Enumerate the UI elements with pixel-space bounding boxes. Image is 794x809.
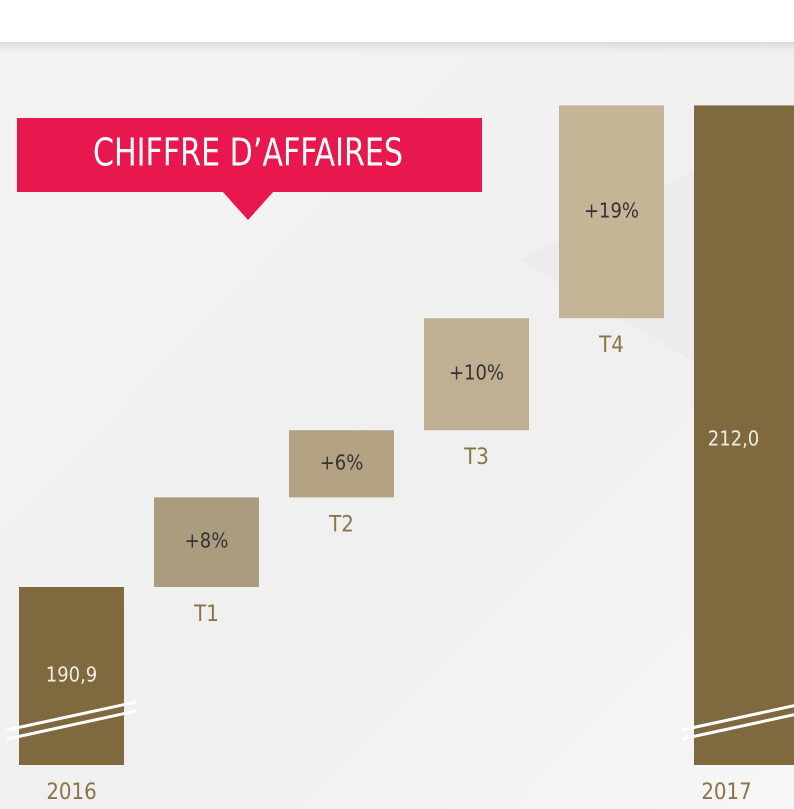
value-label: +6%	[320, 450, 364, 474]
value-label: 212,0	[708, 427, 760, 451]
axis-break	[6, 709, 137, 741]
category-label: 2016	[46, 780, 96, 805]
total-bar	[19, 587, 124, 765]
value-label: +10%	[449, 361, 504, 385]
chart-title: CHIFFRE D’AFFAIRES	[93, 131, 403, 175]
increment-bar	[154, 497, 259, 587]
top-band	[0, 0, 794, 42]
value-label: 190,9	[46, 663, 98, 687]
axis-break	[6, 700, 137, 732]
title-box: CHIFFRE D’AFFAIRES	[17, 118, 482, 220]
category-label: T3	[463, 445, 489, 470]
title-background	[17, 118, 482, 192]
category-label: T4	[598, 333, 624, 358]
title-pointer	[222, 191, 274, 220]
shadow	[0, 42, 794, 56]
category-label: T1	[193, 602, 219, 627]
total-bar	[694, 105, 794, 765]
axis-break	[681, 713, 794, 741]
axis-break	[681, 704, 794, 732]
category-label: 2017	[701, 780, 751, 805]
increment-bar	[289, 430, 394, 498]
increment-bar	[559, 105, 664, 319]
value-label: +19%	[584, 198, 639, 222]
category-label: T2	[328, 512, 354, 537]
increment-bar	[424, 318, 529, 431]
value-label: +8%	[185, 529, 229, 553]
